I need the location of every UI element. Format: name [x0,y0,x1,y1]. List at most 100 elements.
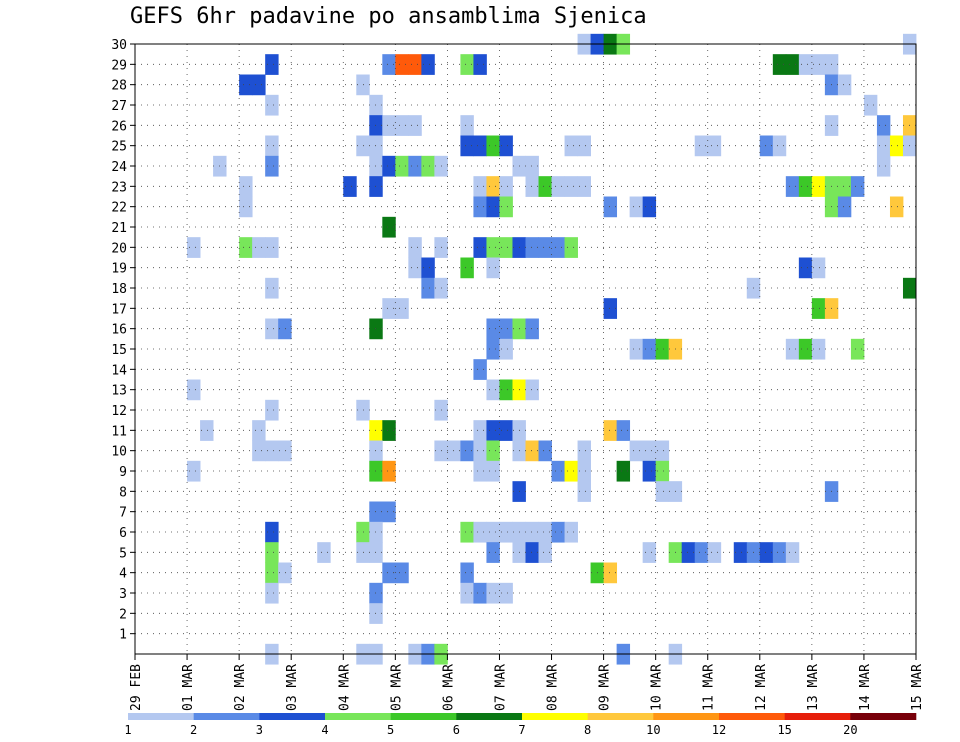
colorbar-label: 7 [518,723,525,737]
heatmap-cell [733,542,748,563]
heatmap-cell [642,338,657,360]
colorbar-label: 2 [190,723,197,737]
heatmap-cell [876,155,891,177]
heatmap-cell [486,440,500,462]
heatmap-cell [395,115,409,136]
heatmap-cell [265,135,279,157]
heatmap-cells [187,33,917,665]
heatmap-cell [811,338,826,360]
heatmap-cell [538,521,552,543]
heatmap-cell [551,521,565,543]
heatmap-cell [278,440,292,462]
heatmap-cell [642,460,657,482]
heatmap-cell [369,94,383,116]
heatmap-cell [486,196,500,218]
heatmap-cell [265,440,279,462]
heatmap-cell [603,196,618,218]
x-tick-label: 13 MAR [806,664,821,711]
heatmap-cell [265,237,279,258]
heatmap-cell [369,542,383,563]
heatmap-cell [525,176,539,197]
x-tick-label: 08 MAR [546,664,561,711]
heatmap-cell [356,74,370,96]
y-tick-label: 27 [111,99,127,114]
heatmap-cell [395,298,409,319]
y-tick-label: 15 [111,343,127,358]
colorbar-swatch [325,713,391,720]
heatmap-cell [486,379,500,401]
heatmap-cell [460,54,474,75]
y-tick-label: 12 [111,404,127,419]
heatmap-cell [798,257,813,279]
heatmap-cell [785,542,800,563]
y-tick-label: 30 [111,38,127,53]
colorbar-swatch [850,713,917,720]
heatmap-cell [811,298,826,319]
y-tick-label: 3 [119,587,127,602]
heatmap-cell [356,542,370,563]
heatmap-cell [499,420,513,441]
heatmap-cell [460,440,474,462]
heatmap-cell [525,379,539,401]
colorbar-swatch [259,713,326,720]
heatmap-cell [421,155,435,177]
heatmap-cell [486,176,500,197]
heatmap-cell [486,257,500,279]
heatmap-cell [395,155,409,177]
heatmap-cell [499,135,513,157]
y-axis: 1234567891011121314151617181920212223242… [111,38,135,643]
heatmap-cell [278,318,292,340]
chart-title: GEFS 6hr padavine po ansamblima Sjenica [130,4,647,29]
heatmap-cell [707,542,722,563]
heatmap-cell [187,379,201,401]
heatmap-cell [369,440,383,462]
y-tick-label: 19 [111,262,127,277]
heatmap-cell [499,237,513,258]
heatmap-cell [759,542,774,563]
heatmap-cell [525,440,539,462]
heatmap-cell [759,135,774,157]
y-tick-label: 2 [119,607,127,622]
colorbar-label: 5 [387,723,394,737]
heatmap-cell [460,135,474,157]
heatmap-cell [486,318,500,340]
heatmap-cell [382,460,396,482]
heatmap-cell [382,115,396,136]
grid-lines [134,43,917,654]
heatmap-cell [577,440,591,462]
heatmap-cell [525,542,539,563]
heatmap-cell [785,54,800,75]
heatmap-cell [252,420,266,441]
heatmap-cell [811,257,826,279]
heatmap-cell [538,237,552,258]
heatmap-cell [655,440,670,462]
y-tick-label: 18 [111,282,127,297]
colorbar-label: 1 [124,723,131,737]
heatmap-cell [772,542,787,563]
heatmap-cell [395,562,409,584]
heatmap-cell [356,399,370,421]
heatmap-cell [486,460,500,482]
heatmap-cell [798,176,813,197]
heatmap-cell [772,135,787,157]
heatmap-cell [239,74,253,96]
colorbar-label: 4 [321,723,328,737]
heatmap-cell [798,338,813,360]
heatmap-cell [369,115,383,136]
y-tick-label: 24 [111,160,127,175]
x-tick-label: 10 MAR [650,664,665,711]
colorbar-label: 6 [453,723,460,737]
heatmap-cell [694,542,709,563]
heatmap-cell [486,338,500,360]
y-tick-label: 10 [111,445,127,460]
heatmap-cell [278,562,292,584]
heatmap-cell [265,582,279,604]
colorbar-label: 12 [712,723,726,737]
heatmap-cell [837,74,852,96]
y-tick-label: 14 [111,363,127,378]
heatmap-cell [538,440,552,462]
heatmap-cell [577,460,591,482]
y-tick-label: 21 [111,221,127,236]
heatmap-cell [265,277,279,299]
